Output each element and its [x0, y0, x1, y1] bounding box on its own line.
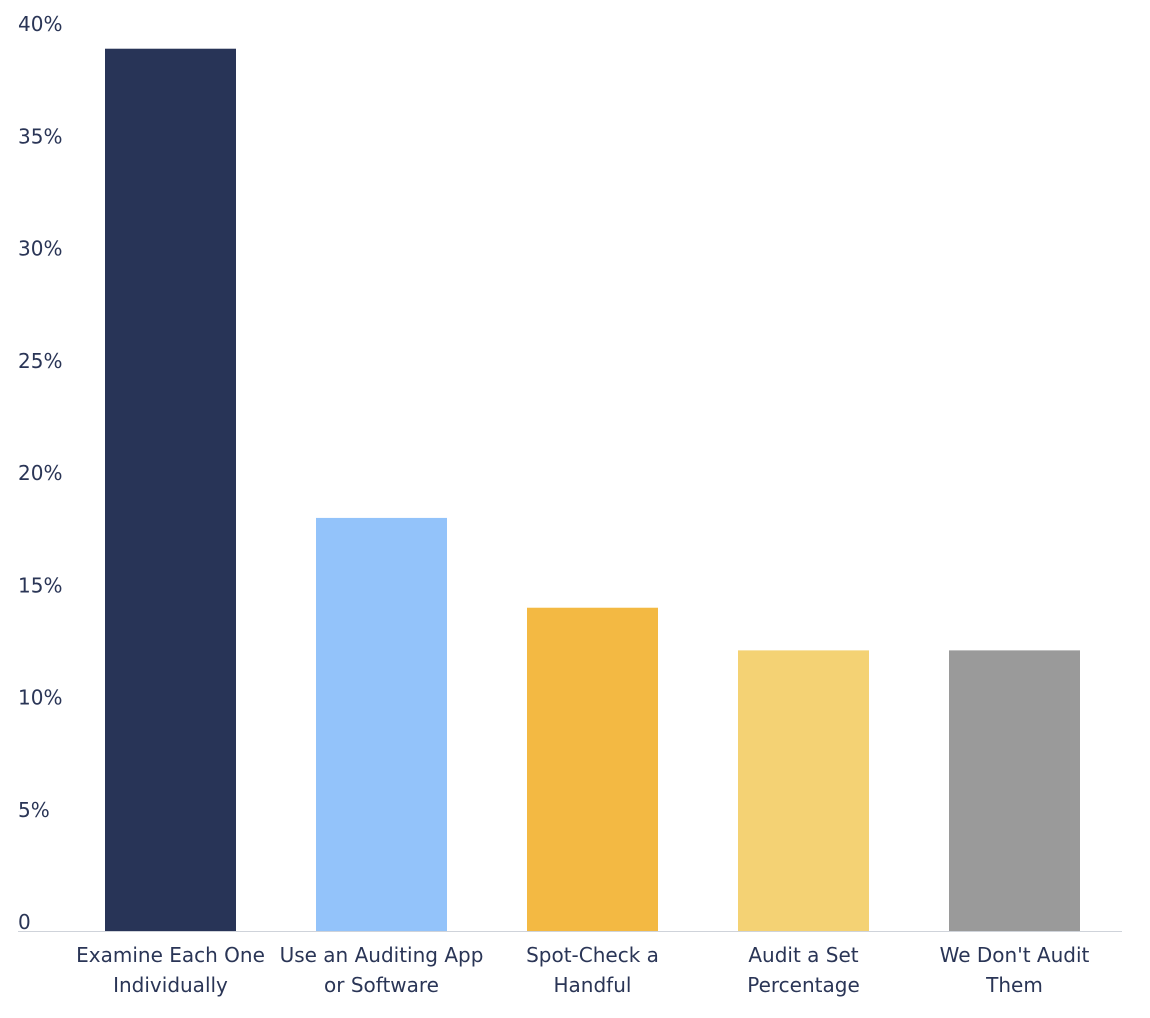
x-tick-label: Use an Auditing App or Software: [280, 943, 484, 997]
x-tick-label-line: We Don't Audit: [940, 943, 1090, 967]
x-tick-label-line: Handful: [554, 973, 632, 997]
y-tick-label: 0: [18, 910, 31, 934]
bar-3: [527, 607, 658, 931]
x-axis: Examine Each One Individually Use an Audit…: [18, 931, 1122, 997]
y-tick-label: 20%: [18, 461, 62, 485]
y-tick-label: 25%: [18, 349, 62, 373]
bar-1: [105, 48, 236, 931]
y-tick-label: 30%: [18, 237, 62, 261]
y-tick-label: 10%: [18, 686, 62, 710]
x-tick-label-line: Individually: [113, 973, 228, 997]
x-tick-label: We Don't Audit Them: [940, 943, 1090, 997]
x-tick-label-line: Use an Auditing App: [280, 943, 484, 967]
x-tick-label-line: or Software: [324, 973, 439, 997]
x-tick-label-line: Percentage: [747, 973, 860, 997]
x-tick-label-line: Examine Each One: [76, 943, 265, 967]
y-tick-label: 5%: [18, 798, 50, 822]
x-tick-label: Audit a Set Percentage: [747, 943, 860, 997]
x-tick-label-line: Them: [985, 973, 1043, 997]
x-tick-label: Examine Each One Individually: [76, 943, 265, 997]
x-tick-label-line: Spot-Check a: [526, 943, 659, 967]
bars: [105, 48, 1080, 931]
bar-4: [738, 650, 869, 931]
y-tick-label: 40%: [18, 12, 62, 36]
y-axis: 0 5% 10% 15% 20% 25% 30% 35% 40%: [18, 12, 62, 934]
y-tick-label: 35%: [18, 124, 62, 148]
y-tick-label: 15%: [18, 573, 62, 597]
x-tick-label-line: Audit a Set: [748, 943, 858, 967]
x-tick-label: Spot-Check a Handful: [526, 943, 659, 997]
bar-2: [316, 517, 447, 931]
bar-5: [949, 650, 1080, 931]
